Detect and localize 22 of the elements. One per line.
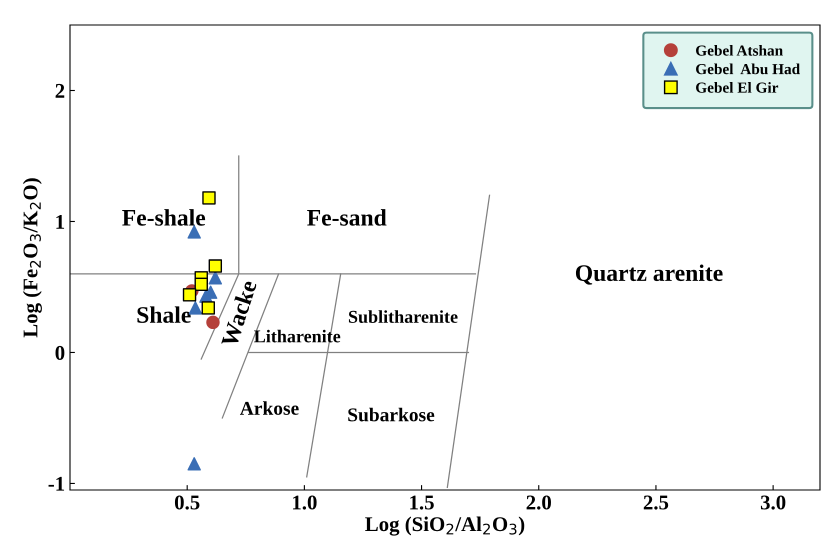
x-tick-label: 2.0	[526, 495, 551, 510]
annotation: Sublitharenite	[348, 310, 458, 323]
legend-label: Gebel Atshan	[696, 44, 783, 56]
x-tick-label: 1.0	[293, 495, 317, 510]
x-tick-label: 1.5	[410, 496, 434, 510]
y-tick-label: 2	[56, 84, 64, 98]
y-tick-label: 0	[56, 346, 64, 360]
y-tick-label: -1	[48, 476, 64, 491]
annotation: Subarkose	[348, 408, 434, 422]
legend-label: Gebel Abu Had	[696, 63, 800, 74]
annotation: Shale	[137, 306, 191, 323]
x-tick-label: 2.5	[644, 496, 668, 510]
annotation: Arkose	[240, 401, 299, 415]
legend-label: Gebel El Gir	[696, 82, 778, 93]
x-axis-title: Log (SiO$_{2}$/Al$_{2}$O$_{3}$)	[365, 516, 524, 536]
x-tick-label: 0.5	[174, 495, 200, 510]
annotation: Fe-sand	[307, 209, 386, 226]
y-tick-label: 1	[56, 214, 64, 229]
x-tick-label: 3.0	[760, 495, 786, 510]
annotation: Quartz arenite	[576, 264, 723, 285]
y-axis-title: Log (Fe$_{2}$O$_{3}$/K$_{2}$O)	[22, 178, 42, 338]
annotation: Fe-shale	[122, 209, 206, 226]
